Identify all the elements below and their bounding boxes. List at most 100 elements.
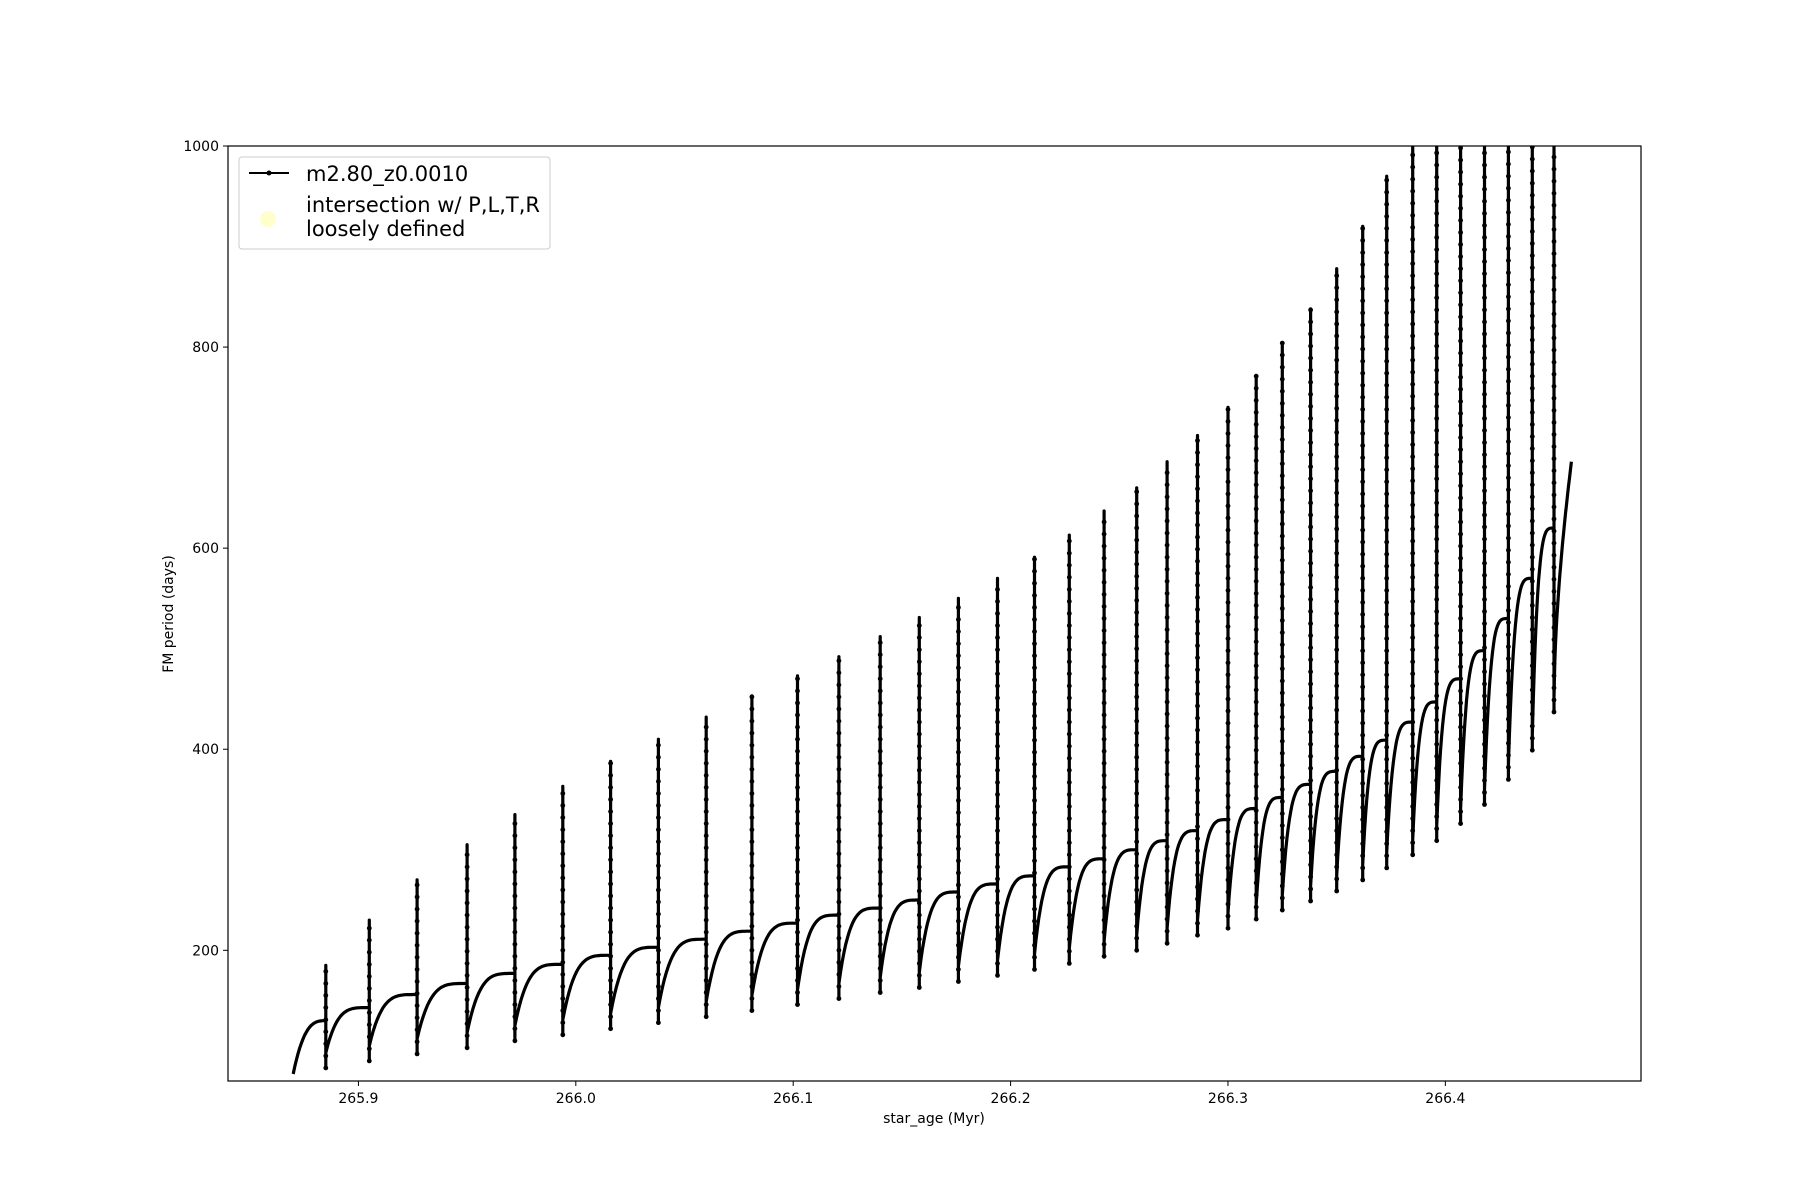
series-point [749,911,755,917]
series-point [1506,644,1511,650]
series-point [1529,192,1535,198]
series-point [1066,647,1072,653]
series-point [1551,251,1557,256]
series-point [1410,755,1416,761]
series-point [1101,785,1107,790]
series-point [1253,663,1259,669]
series-point [1506,451,1511,456]
series-point [1482,536,1487,542]
series-point [1482,416,1487,421]
series-point [703,941,709,947]
series-point [1253,844,1259,850]
series-point [1225,515,1231,521]
series-point [1360,648,1366,654]
series-point [1482,572,1487,578]
series-point [1482,295,1487,301]
series-point [995,707,1000,713]
series-point [703,929,709,935]
series-point [1134,489,1140,495]
series-point [1506,173,1511,179]
series-point [1410,237,1416,242]
series-point [1360,696,1366,702]
series-point [1164,663,1170,669]
series-point [1032,870,1037,876]
series-point [1279,461,1285,467]
series-point [323,969,329,974]
series-point [608,941,613,947]
series-point [608,845,613,851]
series-point [1279,787,1285,792]
series-point [1434,198,1440,204]
series-point [995,731,1000,737]
series-point [512,845,518,851]
series-point [1458,688,1463,694]
series-point [1334,550,1340,556]
series-point [1384,805,1390,810]
series-point [1279,907,1285,913]
series-point [1434,705,1440,711]
series-point [1384,238,1390,243]
series-point [560,815,566,820]
series-point [1529,518,1535,524]
series-point [608,809,613,814]
series-point [1225,720,1231,726]
series-point [1253,385,1259,391]
series-point [916,647,922,653]
series-point [1253,916,1259,922]
series-point [1458,326,1463,332]
series-point [1360,817,1366,822]
y-tick-label: 200 [192,943,219,959]
series-point [1529,373,1535,379]
series-point [749,996,755,1001]
series-point [1334,767,1340,773]
series-point [1506,596,1511,601]
series-point [1308,802,1313,807]
series-point [1384,636,1390,641]
series-point [464,1009,470,1014]
series-point [1134,598,1140,603]
series-point [1279,340,1285,346]
series-point [1360,515,1366,521]
series-point [608,773,613,778]
series-point [1458,567,1463,573]
series-point [1458,483,1463,489]
series-point [1482,211,1487,216]
series-point [795,736,800,742]
series-point [1384,841,1390,847]
series-point [608,929,613,935]
series-point [1458,676,1463,682]
series-point [1032,749,1037,755]
series-point [1506,246,1511,251]
series-point [1482,452,1487,458]
series-point [1410,369,1416,375]
series-point [560,1008,566,1013]
series-point [1134,803,1140,808]
series-point [1410,840,1416,846]
series-point [1551,239,1557,244]
series-point [1334,876,1340,882]
series-point [1279,811,1285,816]
series-point [1384,853,1390,859]
series-point [1482,802,1487,807]
series-point [956,786,961,791]
series-point [995,816,1000,821]
series-point [877,652,883,658]
series-point [1384,720,1390,726]
series-point [1164,566,1170,572]
series-point [1529,603,1535,608]
series-point [1195,595,1200,600]
series-point [1482,753,1487,759]
series-point [1410,430,1416,435]
series-point [1066,731,1072,737]
series-point [1334,780,1340,785]
series-point [1529,699,1535,705]
series-point [877,821,883,826]
series-point [836,658,842,664]
series-point [414,882,420,888]
series-point [1410,321,1416,327]
series-point [656,1020,661,1026]
series-point [1360,431,1366,436]
series-point [1434,343,1440,349]
series-point [1101,821,1107,826]
series-point [1334,828,1340,834]
